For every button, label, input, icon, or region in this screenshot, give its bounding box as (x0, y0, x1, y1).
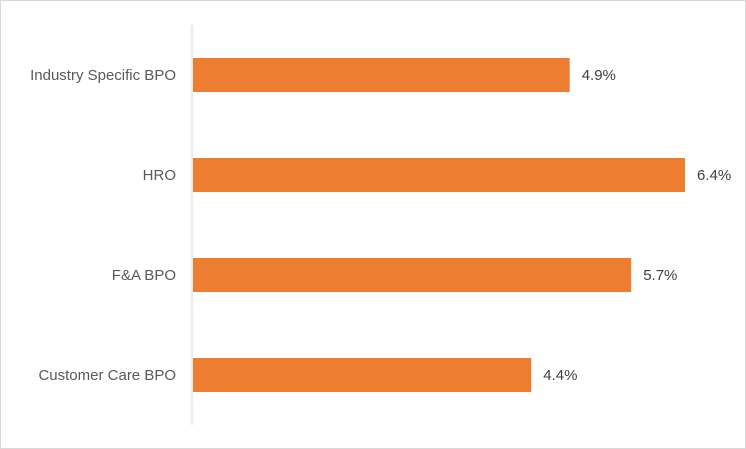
bars-layer (193, 58, 685, 392)
category-label-3: Customer Care BPO (38, 367, 176, 384)
bar-0 (193, 58, 570, 92)
category-label-1: HRO (143, 167, 176, 184)
bar-2 (193, 258, 632, 292)
category-label-2: F&A BPO (112, 267, 176, 284)
bar-3 (193, 358, 532, 392)
data-label-1: 6.4% (697, 167, 731, 184)
bar-1 (193, 158, 685, 192)
data-label-3: 4.4% (543, 367, 577, 384)
data-label-0: 4.9% (582, 67, 616, 84)
data-label-2: 5.7% (643, 267, 677, 284)
category-label-0: Industry Specific BPO (30, 67, 176, 84)
labels-layer: Industry Specific BPO 4.9% HRO 6.4% F&A BPO 5… (30, 67, 731, 384)
